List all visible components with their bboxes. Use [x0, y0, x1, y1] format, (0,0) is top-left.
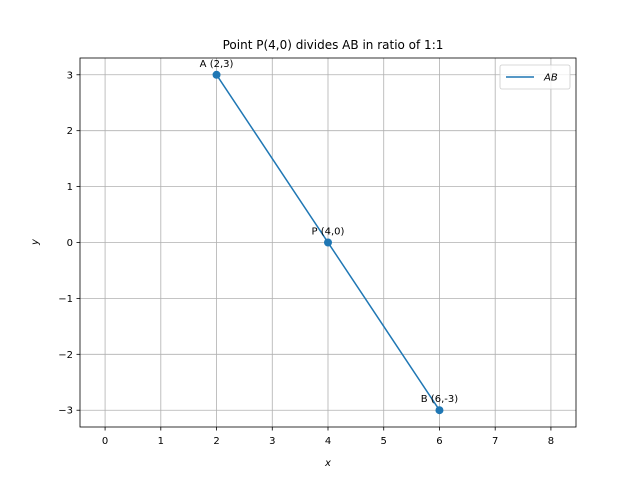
x-tick-label: 5: [381, 436, 387, 447]
y-tick-label: −1: [58, 294, 73, 305]
y-axis-label: y: [30, 238, 41, 246]
x-tick-label: 4: [325, 436, 331, 447]
legend-label: AB: [543, 73, 558, 84]
point-label: P (4,0): [312, 227, 345, 238]
x-tick-label: 7: [492, 436, 498, 447]
point-label: B (6,-3): [421, 394, 458, 405]
y-tick-label: 1: [67, 182, 73, 193]
x-tick-label: 1: [158, 436, 164, 447]
chart-title: Point P(4,0) divides AB in ratio of 1:1: [223, 38, 444, 52]
point-label: A (2,3): [200, 59, 234, 70]
data-point: [212, 70, 221, 79]
points-layer: A (2,3) P (4,0) B (6,-3): [200, 59, 458, 415]
x-tick-label: 8: [548, 436, 554, 447]
ticks: 0 1 2 3 4 5 6 7 8 −3 −2 −1 0 1 2 3: [58, 70, 554, 447]
legend: AB: [499, 64, 571, 90]
grid: [80, 58, 576, 427]
x-tick-label: 2: [213, 436, 219, 447]
data-point: [435, 406, 444, 415]
y-tick-label: 2: [67, 126, 73, 137]
y-tick-label: 0: [67, 238, 73, 249]
y-tick-label: 3: [67, 70, 73, 81]
legend-box: [499, 64, 571, 90]
x-tick-label: 3: [269, 436, 275, 447]
x-tick-label: 6: [436, 436, 442, 447]
y-tick-label: −3: [58, 406, 73, 417]
x-axis-label: x: [324, 458, 331, 469]
data-point: [324, 238, 332, 247]
x-tick-label: 0: [102, 436, 108, 447]
y-tick-label: −2: [58, 350, 73, 361]
